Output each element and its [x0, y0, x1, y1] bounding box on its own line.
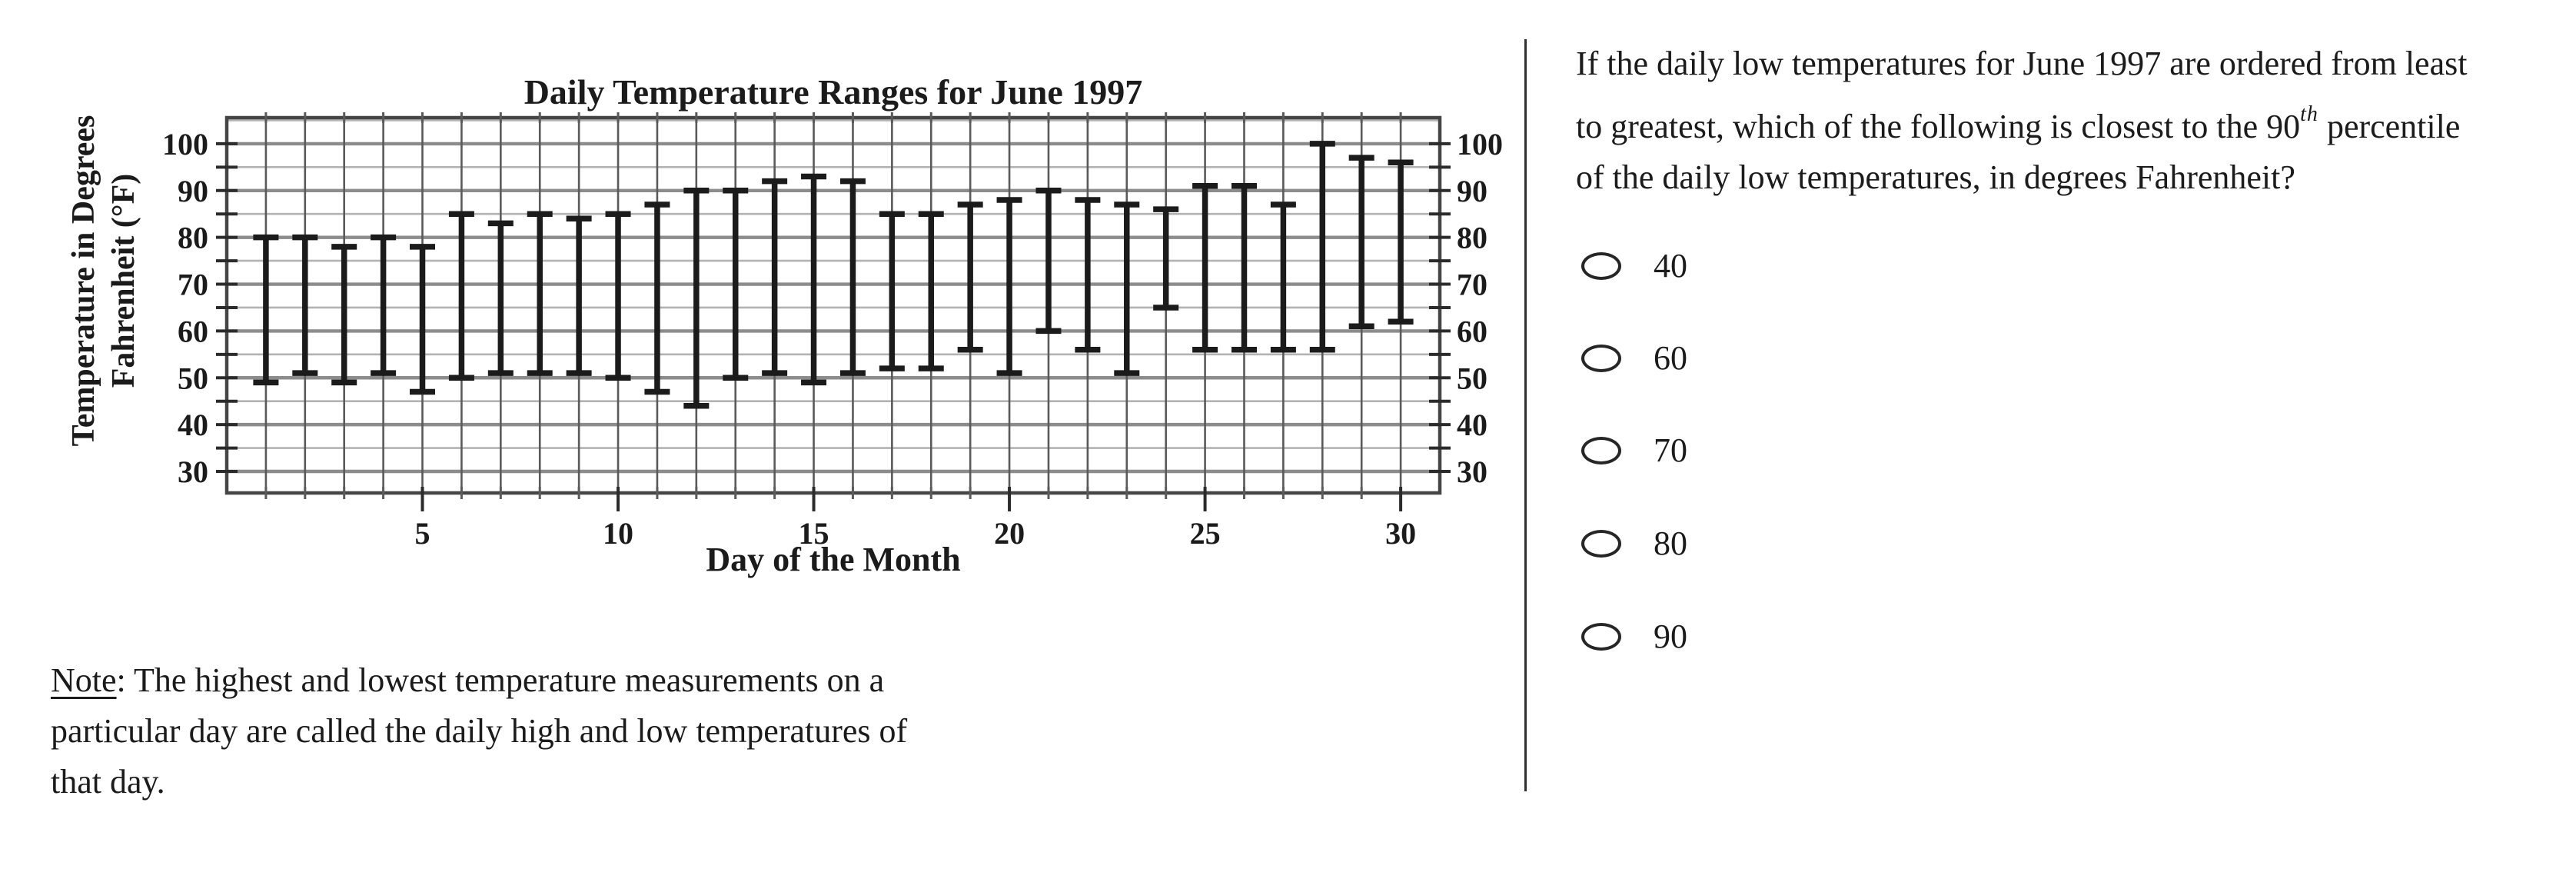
svg-text:100: 100: [1457, 127, 1503, 161]
svg-text:Day of the Month: Day of the Month: [706, 541, 960, 578]
radio-button-icon[interactable]: [1581, 252, 1621, 280]
svg-text:90: 90: [1457, 174, 1487, 208]
svg-text:50: 50: [178, 361, 208, 395]
svg-text:Fahrenheit (°F): Fahrenheit (°F): [106, 174, 141, 388]
svg-text:90: 90: [178, 174, 208, 208]
option-60[interactable]: 60: [1581, 337, 1687, 380]
note-line-2: particular day are called the daily high…: [51, 712, 908, 750]
svg-text:70: 70: [1457, 268, 1487, 302]
panel-divider: [1524, 39, 1527, 791]
option-40[interactable]: 40: [1581, 245, 1687, 288]
superscript-th: th: [2300, 102, 2318, 126]
svg-text:Temperature in Degrees: Temperature in Degrees: [66, 115, 101, 447]
svg-text:10: 10: [603, 516, 633, 551]
temperature-range-chart: 30 30 40 40 50 50 60 60 70 70 80 80 90 90 100 100 5 10 15 2…: [0, 0, 1526, 615]
svg-text:50: 50: [1457, 361, 1487, 395]
svg-text:60: 60: [1457, 314, 1487, 348]
note-text: Note: The highest and lowest temperature…: [51, 655, 907, 807]
svg-text:20: 20: [994, 516, 1025, 551]
svg-text:15: 15: [799, 516, 829, 551]
svg-text:100: 100: [162, 127, 208, 161]
question-line-2-pre: to greatest, which of the following is c…: [1576, 108, 2301, 145]
radio-button-icon[interactable]: [1581, 623, 1621, 651]
note-line-3: that day.: [51, 763, 165, 801]
note-line-1: Note: The highest and lowest temperature…: [51, 655, 907, 706]
svg-text:Daily Temperature Ranges for J: Daily Temperature Ranges for June 1997: [524, 72, 1143, 112]
note-label: Note: [51, 661, 117, 699]
question-line-2-post: percentile: [2318, 108, 2461, 145]
svg-text:80: 80: [1457, 221, 1487, 255]
option-label: 60: [1654, 339, 1687, 377]
radio-button-icon[interactable]: [1581, 437, 1621, 464]
note-line-1-rest: : The highest and lowest temperature mea…: [116, 661, 885, 699]
svg-text:30: 30: [1385, 516, 1416, 551]
svg-text:40: 40: [178, 408, 208, 442]
question-line-3: of the daily low temperatures, in degree…: [1576, 158, 2295, 196]
svg-text:40: 40: [1457, 408, 1487, 442]
option-90[interactable]: 90: [1581, 615, 1687, 658]
question-line-2: to greatest, which of the following is c…: [1576, 89, 2467, 152]
svg-text:70: 70: [178, 268, 208, 302]
option-label: 90: [1654, 618, 1687, 655]
svg-text:5: 5: [415, 516, 430, 551]
svg-text:25: 25: [1190, 516, 1221, 551]
option-70[interactable]: 70: [1581, 429, 1687, 472]
svg-text:60: 60: [178, 314, 208, 348]
option-label: 70: [1654, 431, 1687, 469]
radio-button-icon[interactable]: [1581, 345, 1621, 372]
option-label: 40: [1654, 247, 1687, 285]
question-text: If the daily low temperatures for June 1…: [1576, 38, 2467, 203]
question-line-1: If the daily low temperatures for June 1…: [1576, 45, 2468, 82]
svg-text:80: 80: [178, 221, 208, 255]
option-80[interactable]: 80: [1581, 522, 1687, 565]
option-label: 80: [1654, 524, 1687, 562]
chart-svg: 30 30 40 40 50 50 60 60 70 70 80 80 90 90 100 100 5 10 15 2…: [66, 72, 1503, 578]
svg-text:30: 30: [1457, 454, 1487, 489]
radio-button-icon[interactable]: [1581, 530, 1621, 558]
svg-text:30: 30: [178, 454, 208, 489]
